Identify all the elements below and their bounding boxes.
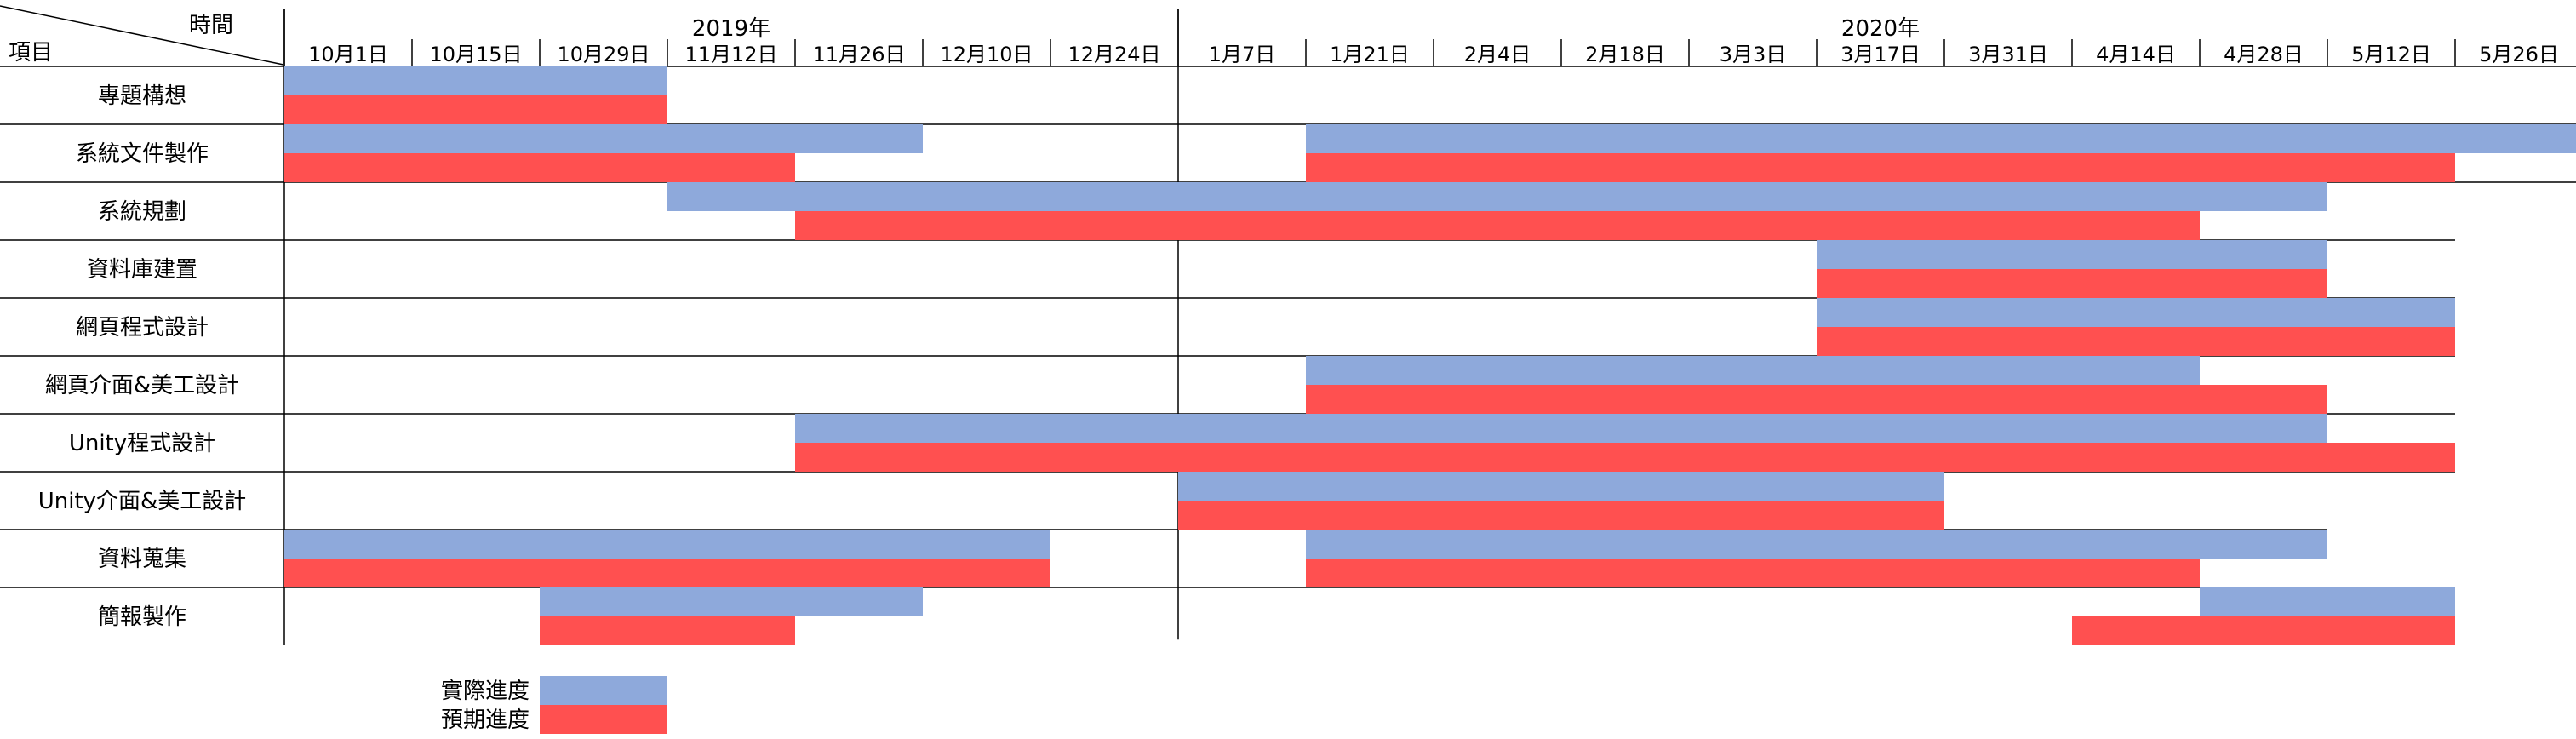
actual-progress-bar	[1817, 298, 2455, 327]
planned-progress-bar	[1817, 327, 2455, 356]
planned-progress-bar	[1817, 269, 2327, 298]
actual-progress-bar	[1306, 356, 2200, 385]
task-label: Unity程式設計	[69, 431, 215, 456]
actual-progress-bar	[284, 530, 1050, 559]
task-label: 網頁介面&美工設計	[45, 373, 239, 398]
planned-progress-bar	[1306, 385, 2327, 414]
legend-label: 預期進度	[441, 707, 530, 733]
actual-progress-bar	[284, 124, 923, 153]
corner-diagonal	[0, 5, 284, 66]
year-label: 2019年	[692, 16, 770, 42]
task-label: Unity介面&美工設計	[38, 489, 247, 514]
planned-progress-bar	[540, 616, 795, 645]
planned-progress-bar	[284, 95, 667, 124]
task-label: 專題構想	[98, 83, 186, 109]
planned-progress-bar	[1306, 153, 2455, 182]
corner-item-label: 項目	[9, 40, 53, 66]
planned-progress-bar	[284, 559, 1050, 587]
actual-progress-bar	[667, 182, 2327, 211]
legend-swatch	[540, 705, 667, 734]
planned-progress-bar	[284, 153, 795, 182]
legend-swatch	[540, 676, 667, 705]
task-label: 資料蒐集	[98, 547, 186, 572]
task-label: 系統規劃	[98, 199, 186, 225]
planned-progress-bar	[1178, 501, 1944, 530]
actual-progress-bar	[1817, 240, 2327, 269]
actual-progress-bar	[1306, 124, 2576, 153]
x-tick-label: 10月15日	[429, 43, 522, 66]
corner-time-label: 時間	[189, 13, 233, 38]
actual-progress-bar	[2200, 587, 2455, 616]
actual-progress-bar	[1178, 472, 1944, 501]
x-tick-label: 3月3日	[1720, 43, 1787, 66]
x-tick-label: 10月29日	[557, 43, 650, 66]
task-label: 資料庫建置	[87, 257, 197, 283]
actual-progress-bar	[540, 587, 923, 616]
x-tick-label: 3月17日	[1840, 43, 1921, 66]
x-tick-label: 4月28日	[2224, 43, 2304, 66]
x-tick-label: 10月1日	[308, 43, 388, 66]
chart-header: 10月1日 10月15日 10月29日 11月12日 11月26日 12月10日 12月24…	[308, 16, 2559, 66]
x-tick-label: 2月18日	[1585, 43, 1665, 66]
x-tick-label: 5月12日	[2351, 43, 2431, 66]
task-label: 網頁程式設計	[76, 315, 209, 341]
actual-progress-bar	[795, 414, 2327, 443]
x-tick-label: 5月26日	[2479, 43, 2559, 66]
x-tick-label: 11月12日	[684, 43, 777, 66]
actual-progress-bar	[1306, 530, 2327, 559]
x-tick-label: 1月21日	[1330, 43, 1410, 66]
planned-progress-bar	[795, 211, 2200, 240]
x-tick-label: 4月14日	[2096, 43, 2176, 66]
task-label: 系統文件製作	[76, 141, 209, 167]
x-tick-label: 12月10日	[940, 43, 1033, 66]
planned-progress-bar	[2072, 616, 2455, 645]
task-label: 簡報製作	[98, 604, 186, 630]
x-tick-label: 12月24日	[1068, 43, 1160, 66]
actual-progress-bar	[284, 66, 667, 95]
year-label: 2020年	[1841, 16, 1920, 42]
x-tick-label: 3月31日	[1968, 43, 2048, 66]
x-tick-label: 1月7日	[1209, 43, 1276, 66]
legend-label: 實際進度	[441, 679, 530, 704]
x-tick-label: 11月26日	[812, 43, 905, 66]
planned-progress-bar	[795, 443, 2455, 472]
x-tick-label: 2月4日	[1464, 43, 1531, 66]
planned-progress-bar	[1306, 559, 2200, 587]
